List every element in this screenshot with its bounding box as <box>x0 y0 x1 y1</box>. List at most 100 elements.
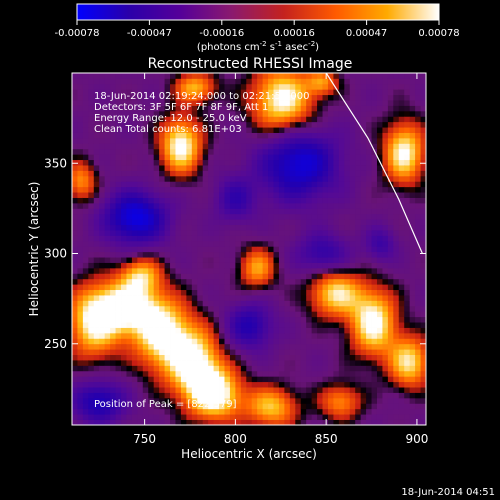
heatmap-cell <box>110 300 116 307</box>
heatmap-cell <box>420 78 426 85</box>
heatmap-cell <box>164 311 171 318</box>
heatmap-cell <box>251 154 258 161</box>
heatmap-cell <box>333 224 340 231</box>
heatmap-cell <box>355 419 362 425</box>
heatmap-cell <box>104 273 111 280</box>
heatmap-cell <box>251 83 258 90</box>
heatmap-cell <box>317 365 323 372</box>
heatmap-cell <box>360 370 367 377</box>
heatmap-cell <box>355 338 362 345</box>
heatmap-cell <box>295 338 302 345</box>
heatmap-cell <box>366 387 372 393</box>
heatmap-cell <box>99 235 106 242</box>
heatmap-cell <box>268 89 274 96</box>
heatmap-cell <box>366 327 372 334</box>
heatmap-cell <box>142 94 149 101</box>
heatmap-cell <box>344 94 351 101</box>
heatmap-cell <box>197 343 204 350</box>
heatmap-cell <box>197 246 204 253</box>
heatmap-cell <box>333 327 340 334</box>
heatmap-cell <box>262 105 269 112</box>
heatmap-cell <box>121 213 127 220</box>
heatmap-cell <box>191 376 198 383</box>
heatmap-cell <box>360 273 367 280</box>
heatmap-cell <box>376 300 383 307</box>
heatmap-cell <box>115 224 122 231</box>
heatmap-cell <box>93 159 100 166</box>
heatmap-cell <box>170 159 176 166</box>
heatmap-cell <box>202 311 209 318</box>
heatmap-cell <box>186 332 193 339</box>
heatmap-cell <box>415 224 421 231</box>
heatmap-cell <box>311 332 318 339</box>
heatmap-cell <box>186 408 193 415</box>
heatmap-cell <box>371 170 378 177</box>
heatmap-cell <box>349 419 356 425</box>
heatmap-cell <box>398 305 405 312</box>
heatmap-cell <box>273 202 280 209</box>
heatmap-cell <box>202 110 209 117</box>
heatmap-cell <box>349 78 356 85</box>
heatmap-cell <box>240 354 247 361</box>
heatmap-cell <box>126 73 133 79</box>
heatmap-cell <box>404 143 411 150</box>
heatmap-cell <box>72 289 78 296</box>
heatmap-cell <box>186 349 193 355</box>
heatmap-cell <box>322 322 329 328</box>
heatmap-cell <box>295 224 302 231</box>
heatmap-cell <box>295 403 302 410</box>
heatmap-cell <box>398 240 405 247</box>
heatmap-cell <box>229 235 236 242</box>
heatmap-cell <box>289 230 296 236</box>
heatmap-cell <box>82 246 89 253</box>
heatmap-cell <box>322 251 329 258</box>
heatmap-cell <box>415 186 421 193</box>
heatmap-cell <box>115 273 122 280</box>
heatmap-cell <box>93 414 100 420</box>
heatmap-cell <box>376 100 383 106</box>
heatmap-cell <box>175 414 182 420</box>
heatmap-cell <box>398 257 405 263</box>
heatmap-cell <box>191 327 198 334</box>
heatmap-cell <box>137 181 144 188</box>
heatmap-cell <box>317 165 323 171</box>
heatmap-cell <box>262 392 269 399</box>
heatmap-cell <box>246 262 253 269</box>
heatmap-cell <box>126 338 133 345</box>
heatmap-cell <box>387 316 394 323</box>
heatmap-cell <box>360 186 367 193</box>
heatmap-cell <box>148 78 155 85</box>
heatmap-cell <box>251 332 258 339</box>
heatmap-cell <box>393 392 400 399</box>
heatmap-cell <box>333 414 340 420</box>
heatmap-cell <box>115 154 122 161</box>
heatmap-cell <box>387 197 394 204</box>
heatmap-cell <box>229 116 236 123</box>
heatmap-cell <box>229 365 236 372</box>
heatmap-cell <box>387 230 394 236</box>
heatmap-cell <box>164 397 171 404</box>
heatmap-cell <box>115 322 122 328</box>
heatmap-cell <box>295 192 302 198</box>
heatmap-cell <box>273 73 280 79</box>
heatmap-cell <box>327 343 334 350</box>
heatmap-cell <box>142 159 149 166</box>
heatmap-cell <box>126 311 133 318</box>
heatmap-cell <box>72 322 78 328</box>
heatmap-cell <box>398 186 405 193</box>
heatmap-cell <box>322 284 329 291</box>
heatmap-cell <box>110 289 116 296</box>
heatmap-cell <box>137 365 144 372</box>
heatmap-cell <box>246 197 253 204</box>
heatmap-cell <box>104 338 111 345</box>
heatmap-cell <box>273 408 280 415</box>
heatmap-cell <box>235 246 242 253</box>
heatmap-cell <box>246 408 253 415</box>
heatmap-cell <box>115 78 122 85</box>
heatmap-cell <box>104 137 111 144</box>
heatmap-cell <box>246 224 253 231</box>
heatmap-cell <box>148 83 155 90</box>
heatmap-cell <box>208 197 214 204</box>
heatmap-cell <box>268 132 274 139</box>
heatmap-cell <box>278 94 285 101</box>
